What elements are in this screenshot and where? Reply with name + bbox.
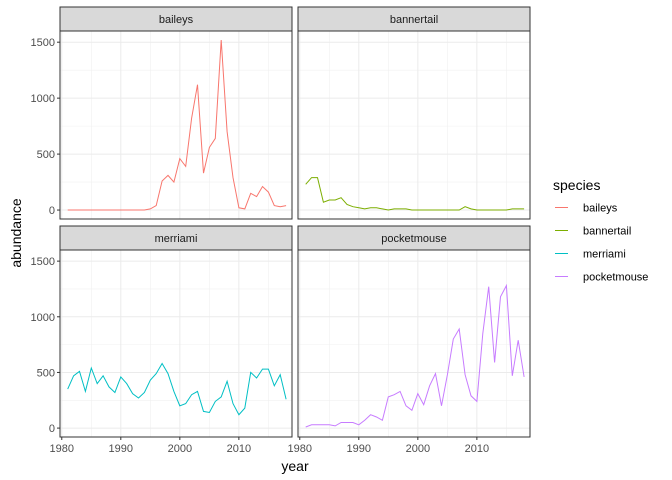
series-line-pocketmouse	[305, 283, 525, 428]
x-axis-title: year	[281, 458, 309, 474]
panel-pocketmouse: pocketmouse	[297, 225, 531, 438]
panel-bannertail: bannertail	[297, 6, 531, 220]
x-tick-label: 2010	[465, 443, 489, 455]
facet-strip-label: pocketmouse	[381, 233, 446, 245]
panel-background	[60, 31, 292, 219]
x-tick-label: 1990	[347, 443, 371, 455]
panel-background	[298, 31, 530, 219]
series-line-merriami	[67, 362, 287, 416]
x-tick-label: 2000	[406, 443, 430, 455]
x-tick-label: 1980	[288, 443, 312, 455]
facet-strip	[297, 225, 531, 251]
y-tick-label: 1000	[31, 312, 55, 324]
panel-background	[60, 250, 292, 437]
panel-merriami: merriami	[59, 225, 293, 438]
series-line-baileys	[67, 39, 287, 211]
legend-label-bannertail: bannertail	[583, 226, 631, 238]
facet-strip-label: merriami	[155, 233, 198, 245]
y-tick-label: 500	[37, 149, 55, 161]
y-tick-label: 1500	[31, 256, 55, 268]
facet-panels: baileys bannertail merriami pocketmouse	[59, 6, 531, 438]
panel-border	[297, 249, 531, 438]
panel-border	[59, 249, 293, 438]
series-line-bannertail	[305, 177, 525, 211]
legend-label-pocketmouse: pocketmouse	[583, 272, 648, 284]
x-tick-label: 1990	[109, 443, 133, 455]
y-tick-label: 0	[49, 423, 55, 435]
x-tick-label: 1980	[50, 443, 74, 455]
facet-strip	[59, 6, 293, 32]
legend-label-merriami: merriami	[583, 249, 626, 261]
panel-background	[298, 250, 530, 437]
axes: 0 500 1000 1500 0 500 1000 1500 1980 1990 2000 2010…	[31, 37, 490, 455]
y-tick-label: 0	[49, 205, 55, 217]
facet-strip-label: bannertail	[390, 14, 438, 26]
legend-label-baileys: baileys	[583, 203, 618, 215]
facet-strip-label: baileys	[159, 14, 194, 26]
y-tick-label: 1500	[31, 37, 55, 49]
x-tick-label: 2010	[227, 443, 251, 455]
panel-border	[297, 30, 531, 220]
y-tick-label: 1000	[31, 93, 55, 105]
legend-title: species	[553, 177, 600, 193]
y-tick-label: 500	[37, 367, 55, 379]
panel-border	[59, 30, 293, 220]
panel-baileys: baileys	[59, 6, 293, 220]
x-tick-label: 2000	[168, 443, 192, 455]
legend: species baileys bannertail merriami pocketm…	[553, 177, 648, 285]
y-axis-title: abundance	[8, 198, 24, 268]
